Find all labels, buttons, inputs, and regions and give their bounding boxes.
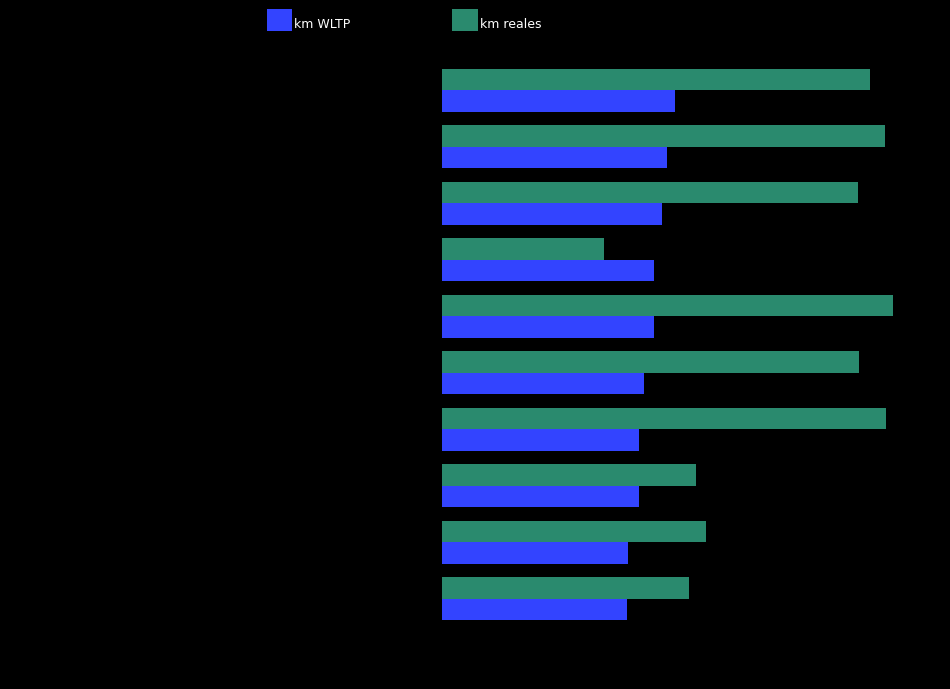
- Bar: [442, 203, 662, 225]
- Bar: [442, 260, 654, 281]
- Text: km reales: km reales: [480, 18, 542, 30]
- Bar: [442, 147, 667, 168]
- Bar: [442, 373, 644, 394]
- Bar: [442, 69, 870, 90]
- Bar: [442, 521, 706, 542]
- Bar: [442, 486, 638, 507]
- Text: km WLTP: km WLTP: [294, 18, 351, 30]
- Bar: [442, 351, 859, 373]
- Bar: [442, 182, 859, 203]
- Bar: [442, 316, 654, 338]
- Bar: [442, 599, 627, 620]
- Bar: [442, 464, 696, 486]
- Bar: [442, 429, 638, 451]
- Bar: [442, 577, 689, 599]
- Bar: [442, 238, 604, 260]
- Bar: [442, 542, 629, 564]
- Bar: [442, 408, 886, 429]
- Bar: [442, 125, 885, 147]
- Bar: [442, 295, 893, 316]
- Bar: [442, 90, 674, 112]
